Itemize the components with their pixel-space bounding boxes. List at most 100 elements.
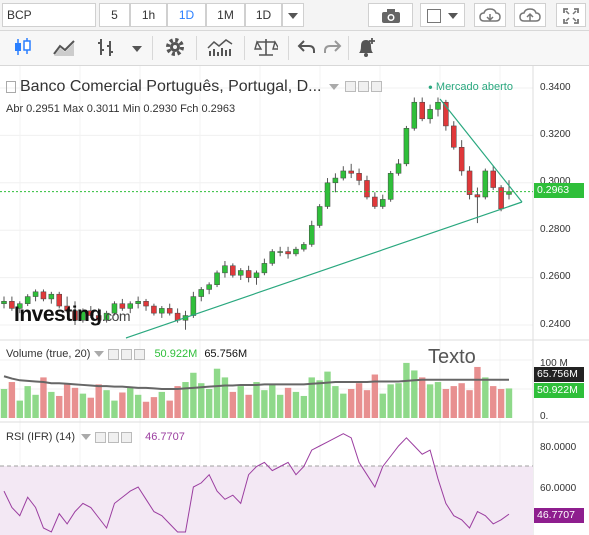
candle-body [411,101,418,129]
candle-body [324,182,331,207]
interval-button-1h[interactable]: 1h [130,3,167,27]
candle-body [48,293,55,300]
add-alert-button[interactable] [352,36,380,62]
compare-button[interactable] [250,36,282,62]
candle-body [277,251,283,253]
toolbar-divider [196,36,197,60]
candle-body [237,270,244,276]
chevron-down-icon [132,45,142,52]
eye-icon[interactable] [108,348,120,360]
interval-button-1m[interactable]: 1M [206,3,245,27]
price-axis-label: 0.3400 [540,82,571,93]
candlestick-type-button[interactable] [8,36,38,62]
layout-dropdown[interactable] [420,3,465,27]
candle-body [103,312,110,321]
eye-icon[interactable] [95,431,107,443]
symbol-search-input[interactable]: BCP [2,3,96,27]
close-icon[interactable] [121,431,133,443]
candlestick-series [1,97,512,330]
volume-bar [379,393,386,418]
volume-bar [182,382,189,418]
symbol-text: BCP [7,8,32,22]
volume-bar [174,386,181,418]
volume-bar [308,377,315,418]
volume-bar [142,401,150,418]
indicators-button[interactable] [202,36,238,62]
eye-icon[interactable] [345,81,357,93]
candle-body [206,284,212,290]
interval-dropdown[interactable]: 1D [245,3,282,27]
volume-bar [253,382,260,418]
volume-title-row: Volume (true, 20) 50.922M 65.756M [6,348,247,360]
line-chart-button[interactable] [48,36,80,62]
toolbar-divider [244,36,245,60]
redo-button[interactable] [320,36,346,62]
undo-button[interactable] [292,36,320,62]
support-trendline[interactable] [125,201,523,339]
volume-bar [158,391,166,418]
close-icon[interactable] [134,348,146,360]
rsi-axis-label: 60.0000 [540,483,577,494]
rsi-line [3,433,510,533]
candle-body [380,199,386,207]
candle-body [32,291,39,297]
candle-body [9,301,15,309]
volume-bar [284,387,292,418]
cloud-download-button[interactable] [474,3,506,27]
volume-bar [347,389,355,418]
volume-bar [119,392,126,418]
volume-bar [332,386,339,418]
volume-bar [482,377,489,418]
candle-body [316,206,323,226]
candle-body [95,315,102,321]
candle-body [1,301,7,304]
candle-body [427,109,433,120]
candle-body [332,177,339,184]
candle-body [443,101,449,127]
volume-badge: 50.922M [534,383,584,398]
toolbar-divider [288,36,289,60]
volume-bar [324,371,331,418]
settings-icon[interactable] [108,431,120,443]
volume-bar [229,391,237,418]
candle-body [269,251,276,264]
ohlc-values: Abr 0.2951 Max 0.3011 Min 0.2930 Fch 0.2… [6,103,236,115]
chevron-down-icon[interactable] [329,83,340,90]
toolbar-divider [152,36,153,60]
candle-body [387,173,394,200]
ohlc-bars-button[interactable] [90,36,122,62]
chevron-down-icon[interactable] [81,434,92,441]
candle-body [348,170,354,174]
settings-icon[interactable] [121,348,133,360]
candle-body [72,310,78,321]
collapse-icon[interactable] [6,80,16,93]
price-axis-label: 0.2600 [540,271,571,282]
candle-body [372,196,378,207]
candle-body [222,265,228,274]
price-chart[interactable] [0,66,589,535]
chart-type-dropdown[interactable] [126,36,148,62]
volume-bar [48,391,55,418]
volume-title: Volume (true, 20) [6,348,91,360]
text-annotation[interactable]: Texto [428,346,476,368]
settings-button[interactable] [160,36,190,62]
cloud-upload-icon [519,8,541,22]
indicators-icon [207,39,233,56]
resistance-trendline[interactable] [439,98,523,203]
candle-body [190,296,197,316]
close-icon[interactable] [371,81,383,93]
interval-button-5[interactable]: 5 [99,3,130,27]
screenshot-button[interactable] [368,3,413,27]
interval-button-1d[interactable]: 1D [167,3,206,27]
toolbar-divider [348,36,349,60]
chevron-down-icon[interactable] [94,351,105,358]
settings-icon[interactable] [358,81,370,93]
fullscreen-button[interactable] [556,3,586,27]
candle-body [490,170,496,188]
cloud-upload-button[interactable] [514,3,546,27]
top-toolbar: BCP 5 1h 1D 1M 1D [0,0,589,31]
candle-body [253,272,260,278]
volume-bar [300,395,308,418]
volume-bar [103,390,110,418]
interval-dropdown-toggle[interactable] [282,3,304,27]
